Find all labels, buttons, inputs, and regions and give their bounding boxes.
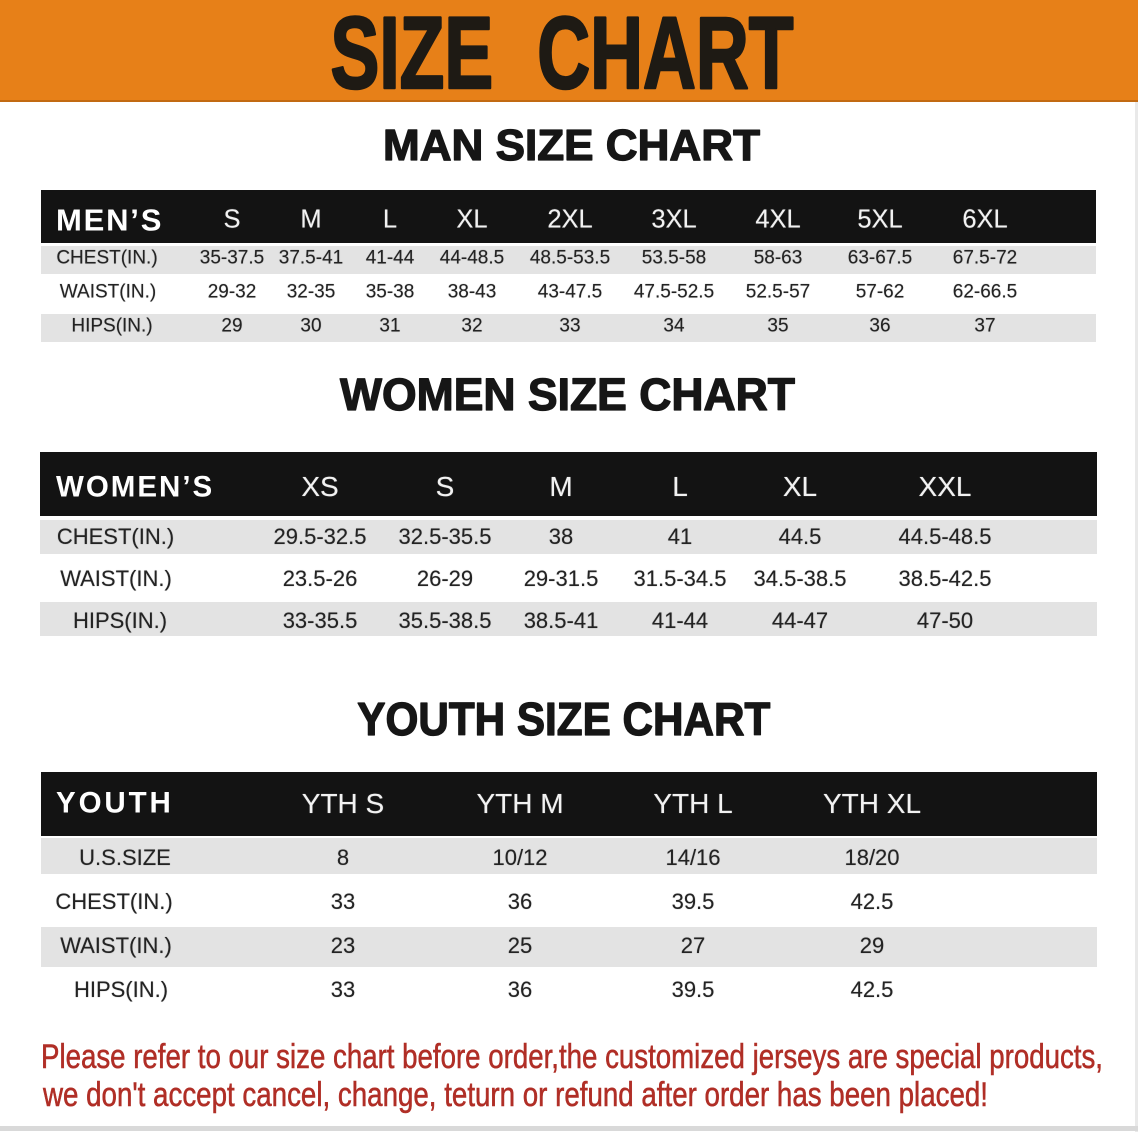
svg-text:we don't accept cancel, change: we don't accept cancel, change, teturn o…	[42, 1076, 988, 1114]
svg-text:YOUTH SIZE CHART: YOUTH SIZE CHART	[357, 693, 770, 745]
svg-text:MAN SIZE CHART: MAN SIZE CHART	[383, 121, 760, 170]
svg-text:WOMEN SIZE CHART: WOMEN SIZE CHART	[340, 369, 795, 420]
svg-text:Please refer to our size chart: Please refer to our size chart before or…	[41, 1038, 1103, 1076]
svg-text:SIZE CHART: SIZE CHART	[331, 0, 794, 102]
